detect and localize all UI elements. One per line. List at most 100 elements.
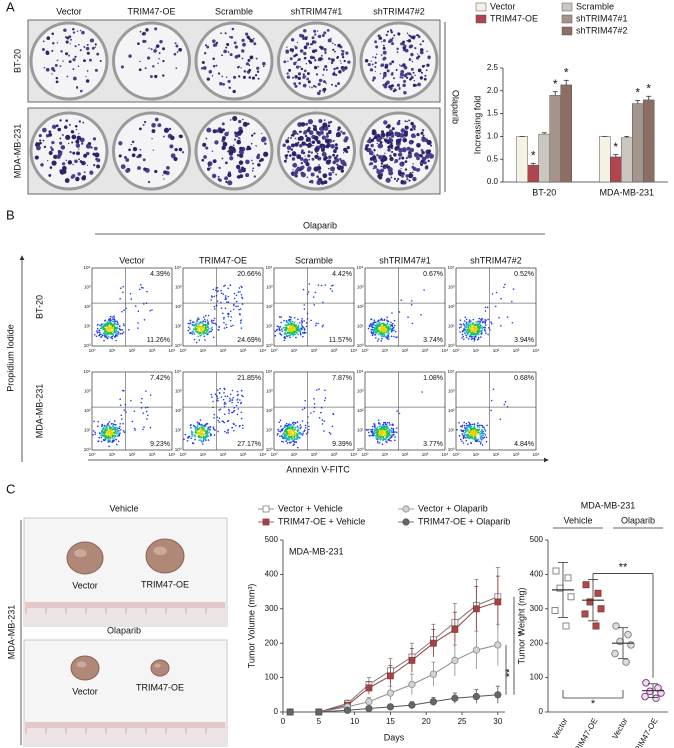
event-dot	[298, 436, 301, 439]
event-dot	[241, 296, 243, 299]
colony	[317, 156, 322, 161]
x-tick-label: 10	[350, 717, 359, 726]
event-dot	[389, 424, 391, 426]
colony	[402, 79, 407, 83]
event-dot	[470, 338, 473, 340]
colony	[403, 44, 407, 48]
event-dot	[463, 320, 466, 322]
colony	[217, 175, 220, 178]
colony	[382, 77, 385, 80]
event-dot	[381, 326, 383, 328]
colony	[382, 39, 386, 43]
colony	[394, 146, 399, 151]
colony	[218, 166, 221, 170]
event-dot	[203, 330, 205, 332]
colony	[303, 56, 307, 60]
colony	[69, 43, 71, 45]
marker	[494, 691, 502, 699]
marker	[451, 626, 459, 633]
colony	[411, 165, 415, 169]
x-tick-label: 10¹	[382, 452, 389, 457]
event-dot	[233, 297, 236, 300]
event-dot	[456, 428, 458, 431]
event-dot	[298, 431, 300, 434]
event-dot	[381, 433, 383, 435]
event-dot	[137, 322, 139, 324]
event-dot	[484, 321, 487, 323]
event-dot	[387, 327, 389, 330]
colony	[319, 127, 323, 131]
event-dot	[116, 433, 118, 435]
event-dot	[478, 426, 481, 429]
event-dot	[223, 421, 226, 424]
event-dot	[200, 329, 203, 332]
event-dot	[227, 430, 229, 432]
colony	[427, 149, 431, 153]
event-dot	[199, 430, 202, 433]
colony	[51, 140, 55, 145]
y-tick-label: 500	[530, 535, 544, 544]
event-dot	[223, 285, 225, 288]
event-dot	[474, 335, 477, 338]
x-tick-label: 10⁰	[362, 452, 369, 457]
event-dot	[465, 330, 468, 333]
y-tick-label: 500	[265, 535, 279, 544]
colony	[46, 36, 51, 41]
event-dot	[116, 443, 118, 446]
colony	[154, 117, 159, 122]
event-dot	[202, 443, 204, 445]
event-dot	[467, 323, 469, 325]
colony	[310, 180, 313, 183]
colony	[72, 27, 75, 31]
event-dot	[218, 329, 220, 331]
colony	[399, 133, 405, 138]
column-label: shTRIM47#1	[379, 255, 431, 265]
colony	[426, 151, 429, 154]
colony	[330, 144, 335, 149]
significance: *	[531, 148, 536, 162]
event-dot	[143, 426, 145, 428]
event-dot	[372, 431, 375, 434]
quadrant-percent: 4.42%	[332, 271, 352, 278]
event-dot	[299, 333, 302, 336]
event-dot	[107, 325, 110, 328]
colony	[248, 146, 252, 151]
event-dot	[385, 330, 387, 332]
event-dot	[195, 341, 198, 344]
event-dot	[291, 328, 293, 331]
colony	[240, 67, 242, 69]
event-dot	[117, 333, 120, 335]
colony	[94, 46, 96, 48]
event-dot	[198, 339, 201, 341]
colony	[426, 50, 428, 52]
colony	[228, 86, 231, 89]
colony	[308, 86, 311, 88]
colony	[212, 41, 215, 43]
event-dot	[212, 406, 214, 409]
y-tick-label: 10⁴	[175, 369, 182, 374]
legend-label: shTRIM47#1	[576, 13, 628, 23]
event-dot	[207, 321, 209, 323]
event-dot	[223, 388, 226, 391]
event-dot	[236, 398, 239, 401]
event-dot	[112, 318, 114, 320]
colony	[65, 40, 69, 44]
event-dot	[242, 424, 244, 427]
colony	[402, 148, 405, 150]
colony	[323, 91, 326, 94]
event-dot	[495, 291, 498, 294]
event-dot	[464, 332, 466, 334]
x-tick-label: 10¹	[382, 348, 389, 353]
tumor	[66, 541, 104, 575]
colony	[413, 128, 416, 131]
colony	[412, 176, 417, 182]
colony	[245, 173, 250, 178]
y-tick-label: 1.5	[487, 109, 499, 118]
event-dot	[227, 312, 230, 315]
colony	[393, 34, 396, 37]
colony	[398, 119, 401, 123]
colony	[62, 162, 66, 166]
y-tick-label: 10²	[84, 408, 91, 413]
event-dot	[297, 318, 299, 321]
event-dot	[458, 326, 461, 329]
